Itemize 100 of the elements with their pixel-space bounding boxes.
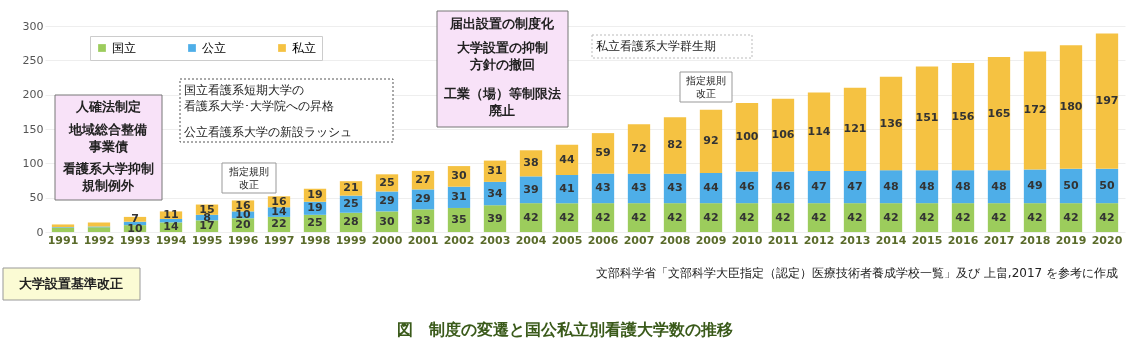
data-label: 25 <box>307 216 323 230</box>
x-tick-label: 2000 <box>371 233 403 247</box>
data-label: 42 <box>1099 210 1115 224</box>
data-label: 136 <box>879 116 903 130</box>
x-tick-label: 2020 <box>1091 233 1123 247</box>
annotation: 届出設置の制度化 <box>449 16 555 31</box>
data-label: 50 <box>1063 178 1079 192</box>
data-label: 22 <box>271 217 287 231</box>
annotation: 国立看護系短期大学の看護系大学･大学院への昇格 <box>184 83 334 113</box>
data-label: 43 <box>667 181 683 195</box>
annotation: 公立看護系大学の新設ラッシュ <box>184 125 352 139</box>
data-label: 30 <box>379 214 395 228</box>
y-tick-label: 300 <box>22 19 44 33</box>
y-tick-label: 200 <box>22 88 44 102</box>
annotation: 看護系大学抑制規制例外 <box>61 161 154 193</box>
data-label: 48 <box>991 179 1007 193</box>
x-tick-label: 2010 <box>731 233 763 247</box>
y-tick-label: 250 <box>22 53 44 67</box>
x-tick-label: 2005 <box>551 233 583 247</box>
data-label: 31 <box>451 190 467 204</box>
x-tick-label: 1992 <box>83 233 115 247</box>
data-label: 21 <box>343 181 359 195</box>
text: 図 制度の変遷と国公私立別看護大学数の推移 <box>397 320 733 339</box>
data-label: 42 <box>1027 210 1043 224</box>
data-label: 72 <box>631 141 647 155</box>
data-label: 42 <box>667 210 683 224</box>
y-tick-label: 100 <box>22 156 44 170</box>
data-label: 42 <box>847 210 863 224</box>
x-tick-label: 2014 <box>875 233 907 247</box>
data-label: 42 <box>703 210 719 224</box>
data-label: 27 <box>415 173 431 187</box>
x-tick-label: 2007 <box>623 233 655 247</box>
x-tick-label: 2001 <box>407 233 439 247</box>
data-label: 48 <box>883 179 899 193</box>
legend-label: 私立 <box>292 41 316 55</box>
data-label: 42 <box>883 210 899 224</box>
data-label: 20 <box>235 218 251 232</box>
x-tick-label: 1991 <box>47 233 79 247</box>
data-label: 42 <box>919 210 935 224</box>
data-label: 47 <box>811 180 827 194</box>
x-tick-label: 2019 <box>1055 233 1087 247</box>
data-label: 14 <box>163 220 179 234</box>
data-label: 48 <box>919 179 935 193</box>
data-label: 50 <box>1099 178 1115 192</box>
data-label: 42 <box>739 210 755 224</box>
x-tick-label: 2012 <box>803 233 835 247</box>
x-tick-label: 1996 <box>227 233 259 247</box>
data-label: 42 <box>991 210 1007 224</box>
x-tick-label: 1997 <box>263 233 295 247</box>
data-label: 25 <box>343 197 359 211</box>
data-label: 10 <box>127 221 143 235</box>
data-label: 29 <box>415 192 431 206</box>
data-label: 156 <box>951 109 975 123</box>
data-label: 41 <box>559 182 575 196</box>
data-label: 197 <box>1095 94 1119 108</box>
annotation: 私立看護系大学群生期 <box>596 39 716 53</box>
annotation: 人確法制定 <box>74 99 141 114</box>
data-label: 42 <box>955 210 971 224</box>
data-label: 42 <box>631 210 647 224</box>
data-label: 48 <box>955 179 971 193</box>
annotation: 大学設置の抑制方針の撤回 <box>456 40 548 72</box>
data-label: 42 <box>811 210 827 224</box>
data-label: 42 <box>1063 210 1079 224</box>
legend-label: 公立 <box>202 41 226 55</box>
data-label: 42 <box>559 210 575 224</box>
data-label: 47 <box>847 180 863 194</box>
x-tick-label: 2006 <box>587 233 619 247</box>
legend-label: 国立 <box>112 41 136 55</box>
x-tick-label: 1993 <box>119 233 151 247</box>
x-tick-label: 2002 <box>443 233 475 247</box>
data-label: 44 <box>559 152 575 166</box>
data-label: 42 <box>775 210 791 224</box>
data-label: 31 <box>487 164 503 178</box>
data-label: 19 <box>307 201 323 215</box>
annotation: 地域総合整備事業債 <box>68 122 147 154</box>
data-label: 59 <box>595 146 611 160</box>
data-label: 16 <box>271 194 287 208</box>
x-tick-label: 2009 <box>695 233 727 247</box>
data-label: 30 <box>451 169 467 183</box>
x-tick-label: 2011 <box>767 233 799 247</box>
text: 文部科学省「文部科学大臣指定（認定）医療技術者養成学校一覧」及び 上畠,2017 を参考に作成 <box>596 266 1118 280</box>
data-label: 14 <box>271 205 287 219</box>
data-label: 49 <box>1027 179 1043 193</box>
x-tick-label: 1995 <box>191 233 223 247</box>
data-label: 151 <box>915 111 939 125</box>
x-tick-label: 1994 <box>155 233 187 247</box>
data-label: 165 <box>987 106 1011 120</box>
x-tick-label: 2004 <box>515 233 547 247</box>
y-tick-label: 50 <box>29 191 44 205</box>
text: 大学設置基準改正 <box>19 276 123 291</box>
data-label: 28 <box>343 215 359 229</box>
y-tick-label: 150 <box>22 122 44 136</box>
x-tick-label: 1998 <box>299 233 331 247</box>
data-label: 19 <box>307 188 323 202</box>
data-label: 39 <box>523 182 539 196</box>
annotation: 指定規則改正 <box>228 166 269 190</box>
data-label: 92 <box>703 134 719 148</box>
data-label: 46 <box>739 180 755 194</box>
data-label: 42 <box>595 210 611 224</box>
data-label: 42 <box>523 210 539 224</box>
